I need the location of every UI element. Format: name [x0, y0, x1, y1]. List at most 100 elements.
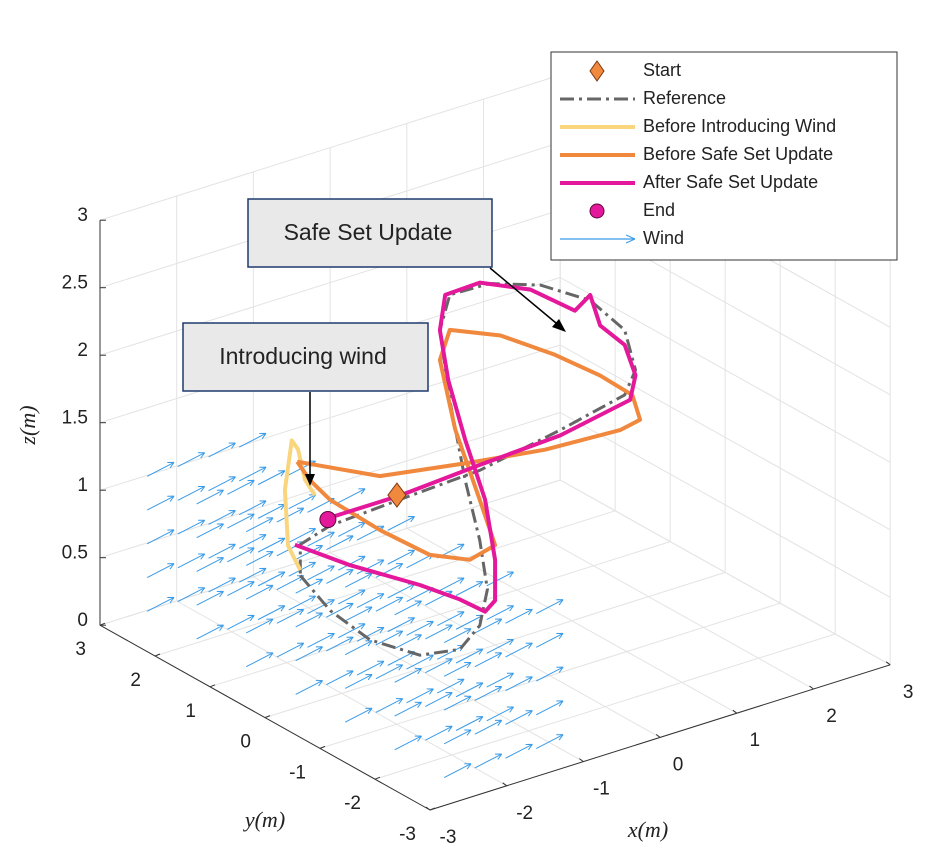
wind-shaft [505, 710, 533, 725]
wind-arrow [387, 549, 415, 565]
x-tick-label: 3 [903, 682, 914, 703]
wind-head [346, 602, 354, 610]
wind-shaft [337, 623, 366, 639]
wind-arrow [307, 531, 335, 547]
wind-shaft [146, 495, 175, 511]
wind-head [377, 593, 385, 600]
y-tick [319, 745, 326, 749]
wind-head [296, 608, 305, 616]
wind-shaft [375, 664, 403, 680]
wind-shaft [535, 666, 564, 682]
wind-arrow [443, 763, 472, 779]
wind-shaft [505, 642, 533, 658]
wind-arrow [196, 590, 224, 606]
wind-arrow [177, 452, 206, 468]
wind-arrow [208, 510, 236, 525]
wind-shaft [288, 561, 316, 577]
wind-head [315, 612, 323, 619]
wind-shaft [257, 470, 286, 486]
wind-head [506, 605, 514, 612]
wind-shaft [356, 559, 385, 575]
wind-arrow [257, 470, 286, 486]
wind-shaft [245, 584, 274, 600]
wind-head [278, 470, 286, 477]
wind-head [464, 628, 472, 635]
wind-head [308, 595, 316, 602]
wind-arrow [356, 593, 385, 609]
wind-shaft [227, 547, 255, 563]
wind-head [308, 528, 316, 535]
wind-arrow [436, 611, 465, 627]
wind-shaft [146, 529, 175, 545]
wind-head [494, 719, 503, 726]
wind-shaft [238, 567, 267, 583]
wind-head [407, 617, 415, 624]
wind-shaft [425, 692, 453, 707]
z-axis-label: z(m) [15, 405, 40, 445]
wind-arrow [406, 688, 434, 704]
wind-arrow [474, 652, 503, 668]
wind-shaft [238, 534, 267, 549]
wind-shaft [276, 575, 304, 590]
grid-line [559, 277, 891, 463]
x-tick-label: -3 [440, 827, 457, 848]
wind-arrow [535, 700, 564, 716]
wind-head [395, 596, 404, 604]
wind-shaft [196, 557, 224, 572]
wind-shaft [455, 648, 484, 664]
x-tick [885, 661, 891, 666]
grid-line [374, 633, 836, 780]
wind-arrow [295, 545, 323, 560]
wind-arrow [238, 500, 267, 516]
wind-arrow [288, 561, 316, 577]
wind-arrow [375, 698, 404, 713]
wind-arrow [436, 577, 465, 593]
wind-shaft [443, 729, 472, 745]
wind-shaft [387, 549, 415, 565]
wind-head [365, 674, 373, 681]
wind-head [494, 618, 503, 625]
wind-head [228, 510, 236, 517]
wind-shaft [443, 662, 472, 677]
wind-arrow [425, 725, 453, 741]
wind-shaft [227, 614, 255, 630]
wind-head [315, 646, 323, 653]
wind-head [259, 567, 267, 575]
grid-line [99, 479, 561, 626]
legend-label: Before Introducing Wind [643, 116, 836, 136]
wind-head [346, 569, 354, 576]
wind-arrow [227, 513, 255, 529]
wind-head [346, 636, 354, 643]
wind-shaft [337, 589, 366, 605]
wind-shaft [337, 555, 366, 571]
wind-arrow [425, 624, 453, 640]
wind-shaft [387, 617, 415, 633]
wind-arrow [245, 551, 274, 566]
wind-shaft [257, 504, 286, 519]
wind-shaft [227, 581, 255, 596]
wind-shaft [474, 753, 502, 769]
wind-arrow [344, 674, 373, 689]
wind-arrow [505, 676, 533, 692]
y-tick [429, 807, 436, 811]
z-tick-label: 0.5 [62, 543, 88, 564]
annotation-safe-set: Safe Set Update [247, 198, 566, 332]
wind-shaft [394, 600, 422, 616]
wind-arrow [337, 555, 366, 571]
x-tick-label: -2 [516, 803, 533, 824]
wind-arrow [344, 707, 373, 723]
wind-head [167, 529, 175, 536]
arrow-head [552, 319, 566, 332]
trajectory [282, 438, 317, 571]
wind-head [556, 599, 564, 606]
wind-shaft [486, 706, 514, 722]
grid-line [559, 479, 891, 666]
wind-shaft [307, 633, 335, 648]
wind-arrow [394, 600, 422, 616]
wind-arrow [307, 565, 335, 581]
wind-shaft [146, 563, 175, 578]
wind-shaft [486, 571, 514, 587]
wind-head [167, 596, 175, 604]
wind-head [377, 626, 385, 634]
